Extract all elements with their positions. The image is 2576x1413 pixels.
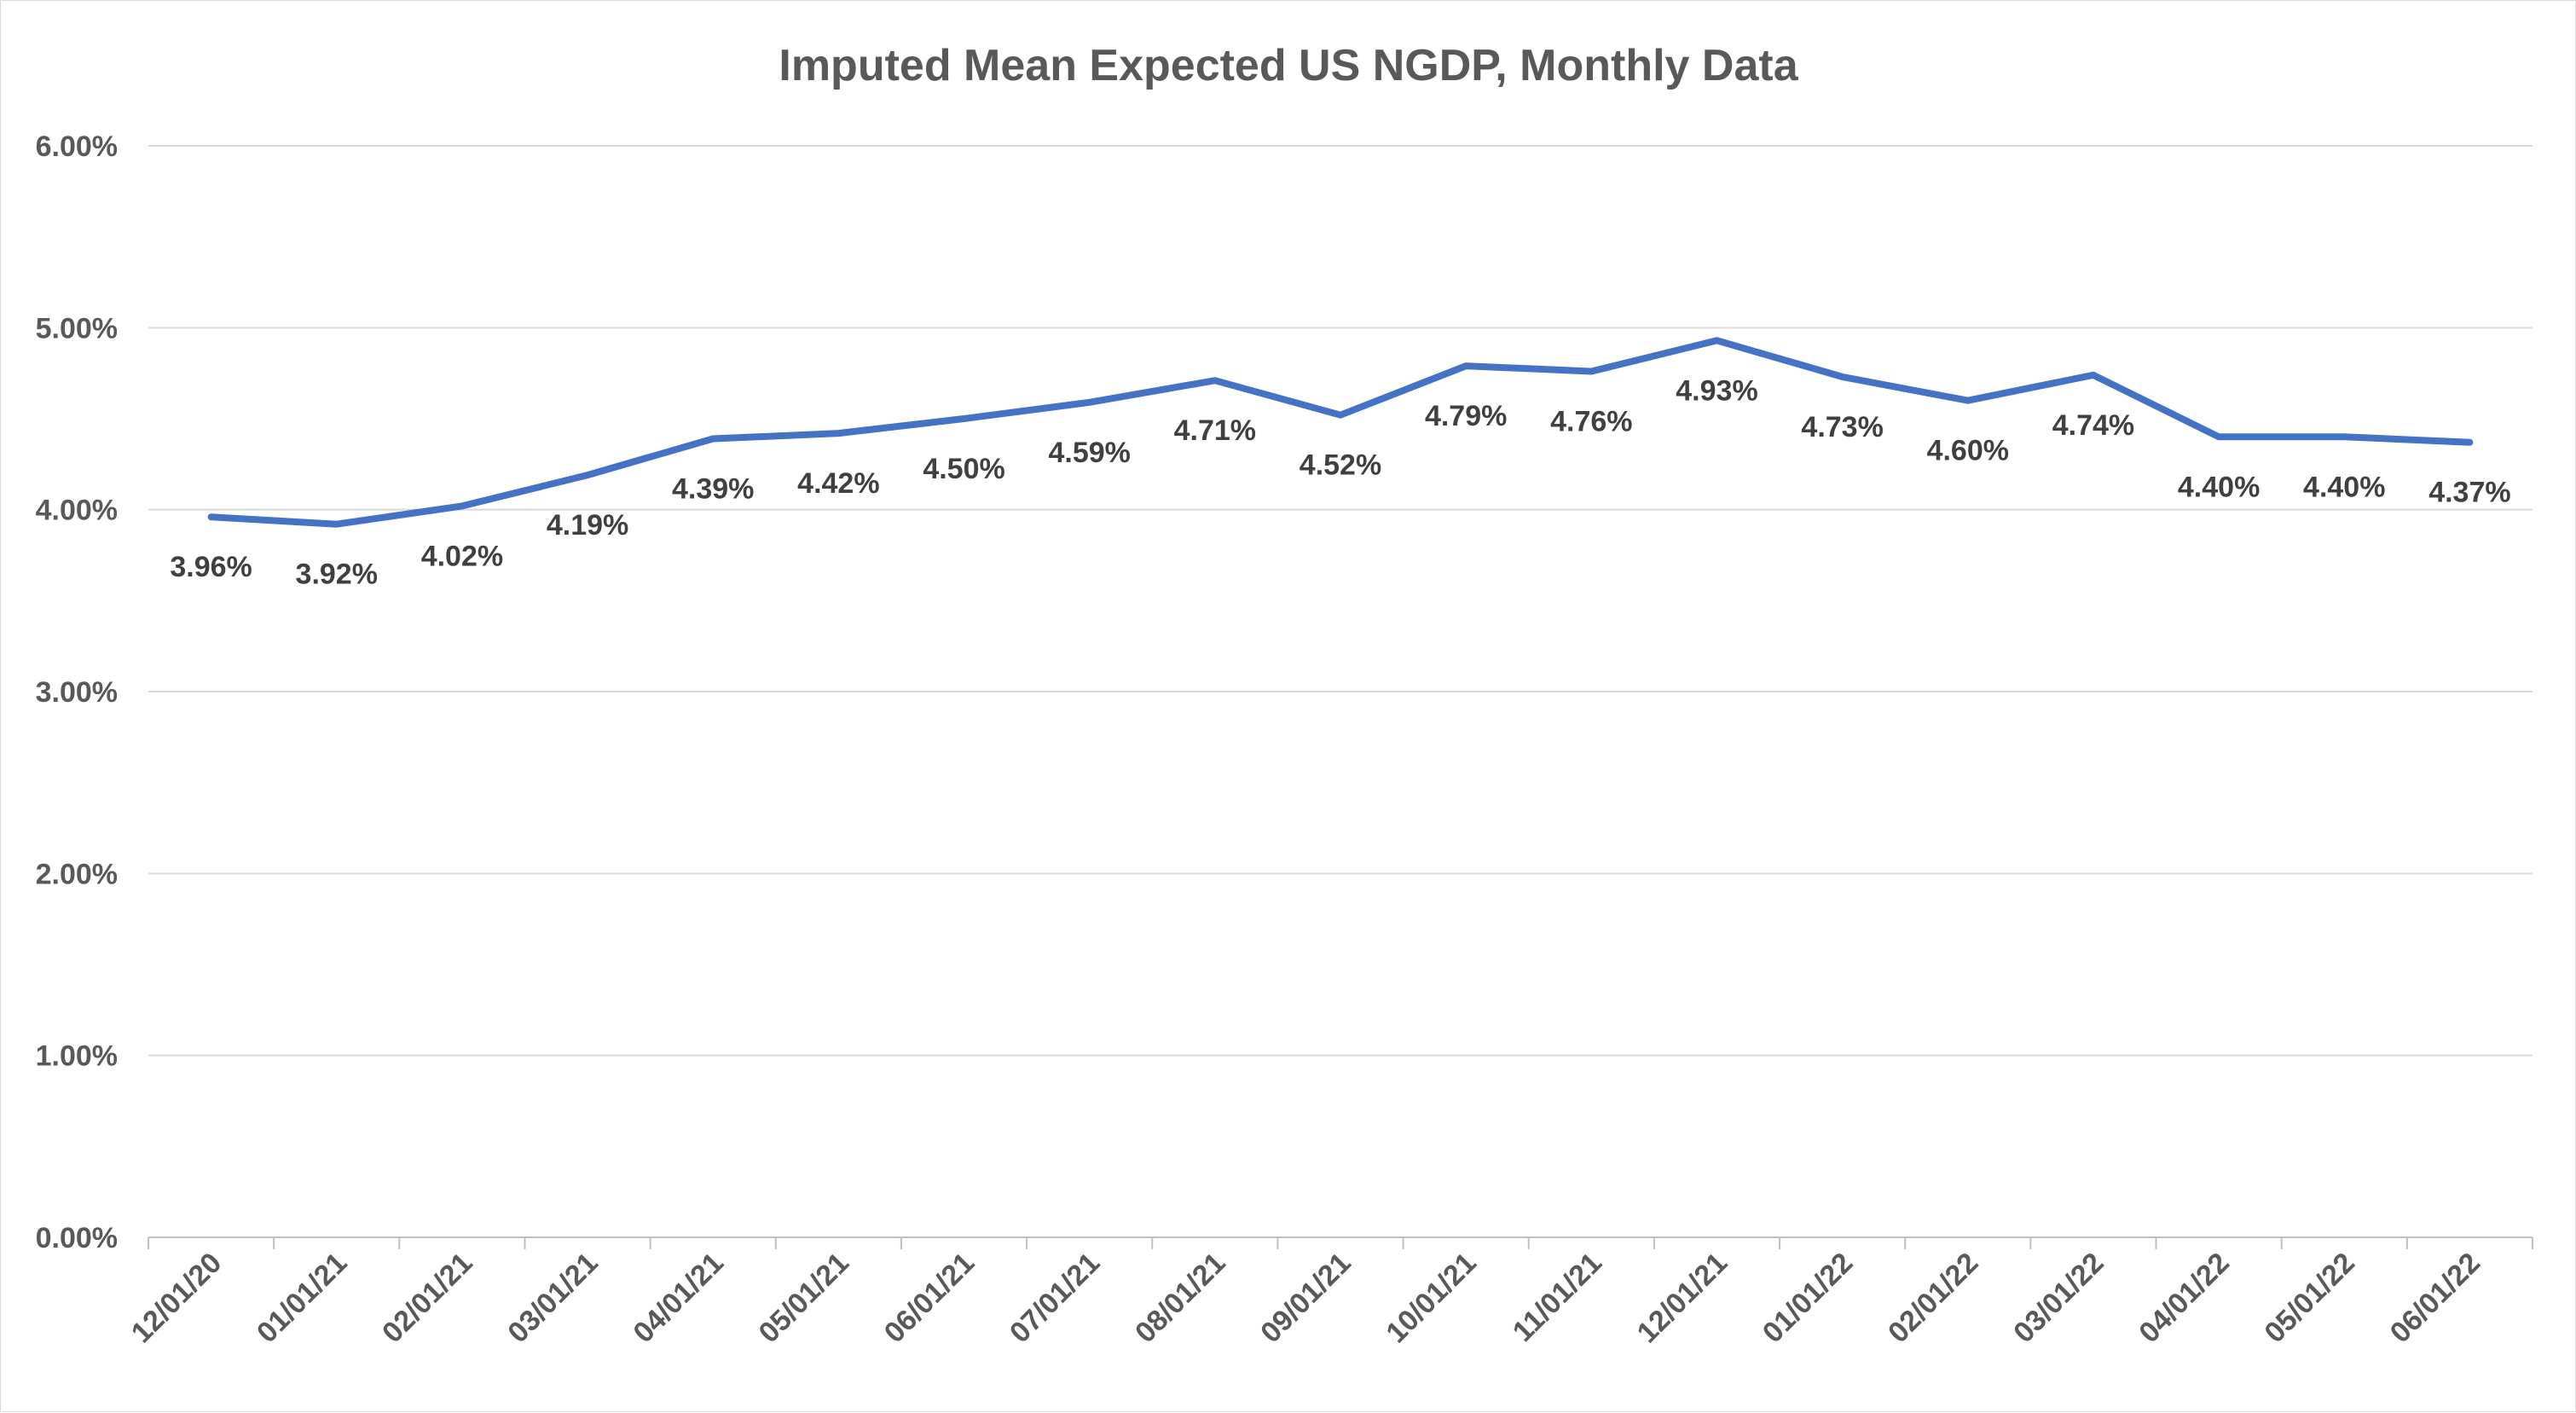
x-tick-label: 09/01/21 xyxy=(1254,1247,1357,1349)
data-label: 4.59% xyxy=(1048,437,1130,469)
data-label: 4.93% xyxy=(1676,374,1757,407)
x-tick-label: 05/01/21 xyxy=(753,1247,855,1349)
data-label: 4.50% xyxy=(923,453,1004,485)
x-tick-label: 12/01/20 xyxy=(125,1247,228,1349)
chart-title: Imputed Mean Expected US NGDP, Monthly D… xyxy=(779,41,1798,90)
x-tick-label: 01/01/22 xyxy=(1757,1247,1859,1349)
x-tick-label: 02/01/22 xyxy=(1882,1247,1984,1349)
x-tick-label: 11/01/21 xyxy=(1507,1247,1608,1348)
x-tick-label: 06/01/22 xyxy=(2384,1247,2486,1349)
x-tick-label: 07/01/21 xyxy=(1004,1247,1106,1349)
y-tick-label: 5.00% xyxy=(36,312,118,345)
x-tick-label: 04/01/22 xyxy=(2133,1247,2235,1349)
data-label: 4.37% xyxy=(2428,477,2510,509)
data-label: 4.42% xyxy=(797,467,879,500)
data-labels: 3.96% 3.92% 4.02% 4.19% 4.39% 4.42% 4.50% 4.59%… xyxy=(170,374,2510,590)
y-tick-label: 6.00% xyxy=(36,130,118,163)
data-label: 4.52% xyxy=(1300,449,1381,482)
x-axis-tick-labels: 12/01/20 01/01/21 02/01/21 03/01/21 04/01/21… xyxy=(125,1247,2486,1349)
x-axis xyxy=(148,1236,2533,1249)
data-label: 3.92% xyxy=(296,559,378,591)
series-line xyxy=(207,337,2474,528)
x-tick-label: 02/01/21 xyxy=(376,1247,478,1349)
data-label: 3.96% xyxy=(170,551,252,583)
x-tick-label: 03/01/21 xyxy=(501,1247,604,1349)
data-label: 4.76% xyxy=(1550,406,1632,438)
x-tick-label: 12/01/21 xyxy=(1631,1247,1734,1349)
y-tick-label: 0.00% xyxy=(36,1222,118,1254)
y-tick-label: 2.00% xyxy=(36,858,118,890)
data-label: 4.60% xyxy=(1927,435,2009,467)
gridlines xyxy=(148,145,2533,1057)
data-label: 4.02% xyxy=(421,540,503,572)
x-tick-label: 10/01/21 xyxy=(1380,1247,1482,1349)
data-label: 4.40% xyxy=(2303,471,2385,503)
x-tick-label: 08/01/21 xyxy=(1129,1247,1231,1349)
x-tick-label: 06/01/21 xyxy=(878,1247,981,1349)
y-tick-label: 3.00% xyxy=(36,676,118,709)
data-label: 4.71% xyxy=(1174,414,1256,447)
data-label: 4.39% xyxy=(672,472,754,505)
data-label: 4.40% xyxy=(2178,471,2260,503)
x-tick-label: 01/01/21 xyxy=(251,1247,353,1349)
x-tick-label: 03/01/22 xyxy=(2007,1247,2110,1349)
y-tick-label: 4.00% xyxy=(36,495,118,527)
y-axis-tick-labels: 0.00% 1.00% 2.00% 3.00% 4.00% 5.00% 6.00% xyxy=(36,130,118,1254)
data-label: 4.73% xyxy=(1801,411,1883,443)
y-tick-label: 1.00% xyxy=(36,1040,118,1073)
x-tick-label: 05/01/22 xyxy=(2258,1247,2360,1349)
data-label: 4.74% xyxy=(2052,409,2134,442)
data-label: 4.19% xyxy=(547,509,628,541)
x-tick-label: 04/01/21 xyxy=(627,1247,729,1349)
series-line-group xyxy=(207,337,2474,528)
data-label: 4.79% xyxy=(1425,400,1507,432)
